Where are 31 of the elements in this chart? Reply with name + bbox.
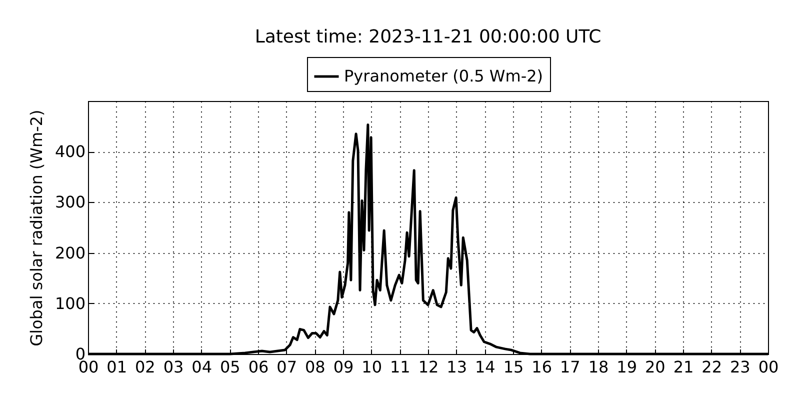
x-tick-label: 19 bbox=[616, 358, 638, 376]
chart-title: Latest time: 2023-11-21 00:00:00 UTC bbox=[254, 26, 602, 48]
legend-label: Pyranometer (0.5 Wm-2) bbox=[344, 66, 544, 86]
x-tick-label: 21 bbox=[673, 358, 694, 376]
x-tick-label: 08 bbox=[304, 358, 326, 376]
x-tick-label: 04 bbox=[192, 358, 212, 376]
x-tick-label: 01 bbox=[106, 358, 128, 376]
x-tick-label: 12 bbox=[418, 358, 439, 376]
x-tick-label: 20 bbox=[644, 358, 666, 376]
x-tick-label: 16 bbox=[532, 358, 552, 376]
x-tick-label: 23 bbox=[730, 358, 750, 376]
x-tick-label: 11 bbox=[390, 358, 410, 376]
x-tick-label: 15 bbox=[503, 358, 524, 376]
x-tick-label: 03 bbox=[163, 358, 184, 376]
x-tick-label: 00 bbox=[758, 358, 779, 376]
x-tick-label: 18 bbox=[588, 358, 609, 376]
x-tick-label: 02 bbox=[134, 358, 156, 376]
x-tick-label: 14 bbox=[474, 358, 496, 376]
x-tick-label: 05 bbox=[220, 358, 240, 376]
x-tick-label: 09 bbox=[333, 358, 354, 376]
y-tick-label: 200 bbox=[54, 243, 86, 262]
x-tick-label: 13 bbox=[446, 358, 468, 376]
x-tick-label: 17 bbox=[560, 358, 580, 376]
y-tick-label: 300 bbox=[54, 192, 86, 212]
x-tick-label: 22 bbox=[702, 358, 722, 376]
y-axis-title: Global solar radiation (Wm-2) bbox=[26, 110, 46, 346]
x-tick-label: 10 bbox=[362, 358, 382, 376]
x-tick-label: 06 bbox=[248, 358, 269, 376]
y-tick-label: 400 bbox=[54, 142, 86, 162]
x-tick-label: 07 bbox=[276, 358, 298, 376]
y-tick-label: 100 bbox=[54, 294, 86, 313]
